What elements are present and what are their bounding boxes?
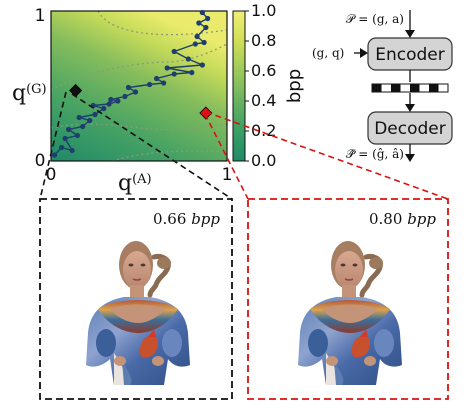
- path-point: [185, 56, 191, 62]
- path-point: [51, 152, 58, 158]
- colorbar-ticks: 0.0 0.2 0.4 0.6 0.8 1.0: [245, 1, 276, 170]
- arrow-head-icon: [405, 104, 415, 112]
- panel-bpp-label-high: 0.80 bpp: [369, 210, 436, 228]
- path-point: [201, 39, 207, 46]
- arrow-head-icon: [405, 154, 415, 162]
- path-point: [164, 65, 170, 71]
- connector-black-right: [71, 93, 233, 200]
- colorbar-tick-label: 0.2: [251, 121, 276, 140]
- path-point: [76, 114, 82, 121]
- heatmap-panel: [50, 9, 228, 162]
- colorbar-tick-label: 1.0: [251, 1, 276, 20]
- colorbar: 0.0 0.2 0.4 0.6 0.8 1.0 bpp: [232, 1, 305, 170]
- output-label: 𝒫̂ = (ĝ, â): [346, 147, 404, 161]
- red-diamond-marker: [199, 106, 213, 120]
- path-point: [74, 132, 80, 139]
- path-point: [192, 41, 198, 47]
- path-point: [146, 81, 153, 88]
- path-point: [115, 98, 121, 104]
- x-axis-label: q(A): [118, 171, 152, 196]
- path-point: [125, 84, 132, 91]
- path-point: [199, 62, 205, 68]
- path-point: [58, 144, 65, 151]
- path-point: [87, 117, 93, 124]
- codec-diagram: 𝒫 = (g, a) (g, q) Encoder Decoder 𝒫̂ = (…: [312, 10, 453, 162]
- path-point: [196, 20, 202, 26]
- optimization-path: [51, 9, 211, 158]
- path-point: [80, 123, 86, 130]
- x-tick-1: 1: [222, 165, 233, 185]
- path-line: [54, 12, 209, 156]
- encoder-label: Encoder: [375, 45, 445, 65]
- connector-red-right: [205, 111, 449, 200]
- path-point: [194, 33, 200, 40]
- path-point: [171, 71, 177, 77]
- path-point: [101, 105, 107, 112]
- colorbar-tick-label: 0.6: [251, 61, 276, 80]
- input-left-label: (g, q): [312, 46, 344, 60]
- path-point: [171, 48, 177, 55]
- path-point: [199, 9, 205, 16]
- connector-red-left: [204, 113, 249, 200]
- panel-bpp-label-low: 0.66 bpp: [153, 210, 220, 228]
- path-point: [66, 126, 72, 133]
- colorbar-gradient: [232, 10, 246, 162]
- path-point: [122, 93, 128, 100]
- colorbar-tick-label: 0.4: [251, 91, 276, 110]
- path-point: [108, 96, 114, 103]
- colorbar-tick-label: 0.0: [251, 151, 276, 170]
- arrow-head-icon: [405, 30, 415, 38]
- panel-high-bpp: 0.80 bpp: [247, 198, 449, 400]
- y-tick-0: 0: [35, 151, 46, 171]
- path-point: [189, 69, 195, 76]
- x-tick-0: 0: [46, 165, 57, 185]
- input-top-label: 𝒫 = (g, a): [346, 12, 404, 26]
- path-point: [161, 80, 167, 86]
- y-axis-label: q(G): [12, 81, 47, 106]
- path-point: [106, 101, 112, 107]
- heatmap-frame: [50, 10, 228, 162]
- path-point: [205, 15, 211, 22]
- path-point: [69, 147, 75, 154]
- y-tick-1: 1: [35, 6, 46, 26]
- path-point: [92, 111, 98, 118]
- path-point: [132, 89, 139, 95]
- path-point: [62, 135, 68, 142]
- path-point: [203, 24, 209, 31]
- connector-black-left: [39, 91, 67, 200]
- colorbar-tick-label: 0.8: [251, 31, 276, 50]
- contour-line-high: [97, 10, 228, 36]
- decoder-label: Decoder: [374, 119, 446, 139]
- contour-line-low: [50, 123, 228, 131]
- panel-low-bpp: 0.66 bpp: [39, 198, 233, 400]
- bitstream-icon: [371, 83, 449, 93]
- arrow-head-icon: [360, 48, 368, 58]
- colorbar-title: bpp: [284, 69, 305, 103]
- path-point: [154, 75, 160, 82]
